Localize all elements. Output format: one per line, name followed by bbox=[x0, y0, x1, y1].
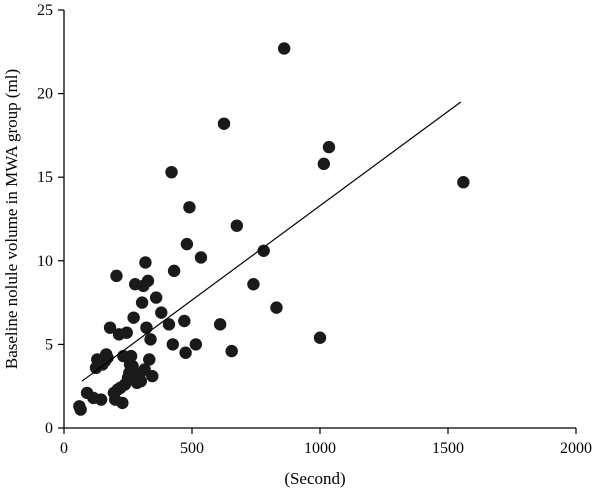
data-point bbox=[124, 349, 138, 363]
data-point bbox=[110, 269, 123, 283]
data-point bbox=[149, 291, 163, 304]
data-point bbox=[134, 374, 147, 388]
data-point bbox=[127, 311, 140, 324]
data-point bbox=[179, 346, 192, 359]
data-point bbox=[178, 314, 191, 328]
data-point bbox=[120, 326, 133, 339]
data-point bbox=[165, 165, 178, 179]
x-tick-label: 500 bbox=[180, 440, 204, 457]
data-point bbox=[225, 344, 238, 358]
y-tick-label: 15 bbox=[37, 169, 53, 186]
data-point bbox=[116, 396, 129, 410]
data-point bbox=[74, 403, 87, 416]
y-tick-label: 0 bbox=[45, 420, 53, 437]
data-point bbox=[146, 369, 159, 383]
data-point bbox=[247, 278, 260, 291]
x-tick-label: 0 bbox=[60, 440, 68, 457]
data-point bbox=[322, 140, 336, 154]
data-point bbox=[167, 264, 181, 278]
y-tick-label: 5 bbox=[45, 336, 53, 353]
axis-ticks: 0 5 10 15 20 25 0 500 1000 1500 2000 bbox=[37, 2, 592, 457]
data-point bbox=[155, 306, 168, 319]
y-axis-title: Baseline nolule volume in MWA group (ml) bbox=[2, 69, 21, 369]
data-point bbox=[217, 117, 231, 130]
data-point bbox=[457, 176, 470, 189]
data-point bbox=[143, 353, 156, 366]
data-point bbox=[139, 256, 152, 269]
data-point bbox=[194, 251, 208, 264]
x-tick-label: 2000 bbox=[560, 440, 592, 457]
data-point bbox=[317, 157, 331, 171]
data-point bbox=[126, 359, 139, 373]
data-point bbox=[183, 201, 196, 214]
data-point bbox=[270, 301, 283, 314]
data-point bbox=[140, 321, 153, 334]
data-point bbox=[103, 321, 117, 334]
data-point bbox=[144, 333, 157, 346]
y-tick-label: 10 bbox=[37, 253, 53, 270]
data-point bbox=[162, 318, 176, 331]
trend-line bbox=[81, 101, 462, 382]
data-point bbox=[135, 296, 149, 309]
y-tick-label: 20 bbox=[37, 86, 53, 103]
x-tick-label: 1500 bbox=[432, 440, 464, 457]
x-tick-label: 1000 bbox=[304, 440, 336, 457]
data-point bbox=[166, 338, 179, 351]
data-point bbox=[257, 244, 270, 257]
y-tick-label: 25 bbox=[37, 2, 53, 19]
data-point bbox=[230, 219, 243, 232]
data-point bbox=[213, 318, 227, 331]
data-point bbox=[189, 338, 203, 351]
data-point bbox=[141, 274, 155, 288]
x-axis-title: (Second) bbox=[284, 469, 345, 488]
data-point bbox=[277, 42, 291, 55]
data-points bbox=[73, 42, 470, 416]
data-point bbox=[94, 393, 108, 406]
data-point bbox=[101, 351, 114, 364]
data-point bbox=[313, 331, 327, 344]
data-point bbox=[180, 237, 194, 251]
